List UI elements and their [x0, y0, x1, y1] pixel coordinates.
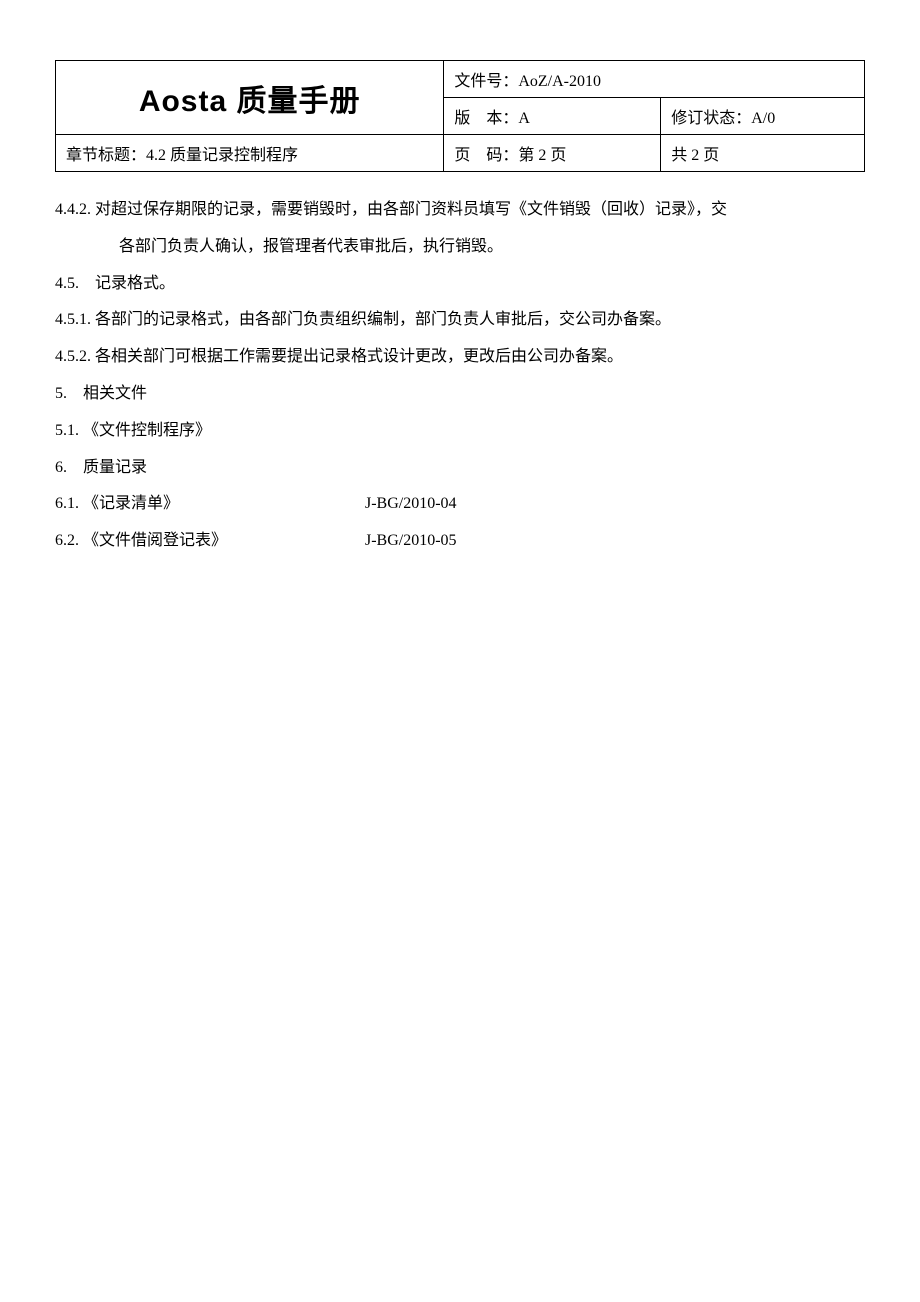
record-label: 6.2. 《文件借阅登记表》 [55, 523, 365, 560]
page-current-cell: 页 码：第 2 页 [444, 135, 661, 172]
body-line: 5.1. 《文件控制程序》 [55, 413, 865, 450]
record-label: 6.1. 《记录清单》 [55, 486, 365, 523]
revision-cell: 修订状态：A/0 [661, 98, 865, 135]
chapter-cell: 章节标题：4.2 质量记录控制程序 [56, 135, 444, 172]
body-line: 4.5.1. 各部门的记录格式，由各部门负责组织编制，部门负责人审批后，交公司办… [55, 302, 865, 339]
document-header-table: Aosta 质量手册 文件号：AoZ/A-2010 版 本：A 修订状态：A/0… [55, 60, 865, 172]
version-cell: 版 本：A [444, 98, 661, 135]
chapter-value: 4.2 质量记录控制程序 [146, 147, 298, 164]
document-body: 4.4.2. 对超过保存期限的记录，需要销毁时，由各部门资料员填写《文件销毁（回… [55, 192, 865, 560]
record-code: J-BG/2010-04 [365, 486, 457, 523]
body-line: 各部门负责人确认，报管理者代表审批后，执行销毁。 [55, 229, 865, 266]
version-label: 版 本： [454, 110, 518, 127]
page-label: 页 码： [454, 147, 518, 164]
body-line: 4.5.2. 各相关部门可根据工作需要提出记录格式设计更改，更改后由公司办备案。 [55, 339, 865, 376]
body-line: 6. 质量记录 [55, 450, 865, 487]
document-title: Aosta 质量手册 [56, 61, 444, 135]
page-current-value: 第 2 页 [518, 147, 566, 164]
doc-number-cell: 文件号：AoZ/A-2010 [444, 61, 865, 98]
body-line: 5. 相关文件 [55, 376, 865, 413]
body-line: 4.5. 记录格式。 [55, 266, 865, 303]
doc-no-value: AoZ/A-2010 [518, 73, 601, 90]
doc-no-label: 文件号： [454, 73, 518, 90]
revision-value: A/0 [751, 110, 775, 127]
page-total-cell: 共 2 页 [661, 135, 865, 172]
record-row: 6.1. 《记录清单》 J-BG/2010-04 [55, 486, 865, 523]
record-row: 6.2. 《文件借阅登记表》 J-BG/2010-05 [55, 523, 865, 560]
record-code: J-BG/2010-05 [365, 523, 457, 560]
chapter-label: 章节标题： [66, 147, 146, 164]
revision-label: 修订状态： [671, 110, 751, 127]
version-value: A [518, 110, 530, 127]
page-total-value: 共 2 页 [671, 147, 719, 164]
body-line: 4.4.2. 对超过保存期限的记录，需要销毁时，由各部门资料员填写《文件销毁（回… [55, 192, 865, 229]
